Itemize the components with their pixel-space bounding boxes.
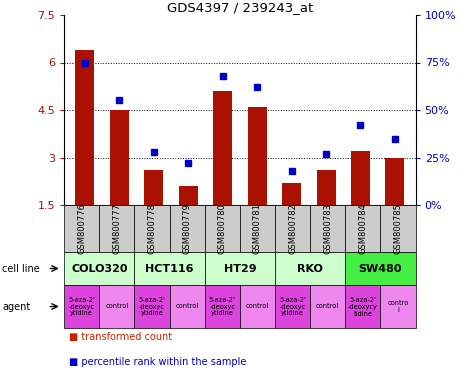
Bar (213, 91, 232, 205)
Text: control: control (316, 303, 339, 310)
Text: control: control (105, 303, 128, 310)
Title: GDS4397 / 239243_at: GDS4397 / 239243_at (167, 1, 313, 14)
Text: HT29: HT29 (224, 263, 256, 273)
Bar (110, 110, 129, 205)
Text: GSM800784: GSM800784 (359, 203, 367, 254)
Bar (316, 170, 335, 205)
Bar (351, 151, 370, 205)
Text: GSM800783: GSM800783 (323, 203, 332, 254)
Text: contro
l: contro l (388, 300, 408, 313)
Bar (179, 186, 198, 205)
Text: RKO: RKO (297, 263, 323, 273)
Bar (144, 170, 163, 205)
Bar (386, 157, 404, 205)
Text: 5-aza-2'
-deoxyc
ytidine: 5-aza-2' -deoxyc ytidine (68, 296, 95, 316)
Text: SW480: SW480 (359, 263, 402, 273)
Text: control: control (246, 303, 269, 310)
Text: agent: agent (2, 301, 30, 311)
Text: ■ transformed count: ■ transformed count (69, 332, 172, 342)
Text: GSM800776: GSM800776 (77, 203, 86, 254)
Text: ■ percentile rank within the sample: ■ percentile rank within the sample (69, 357, 246, 367)
Text: 5-aza-2'
-deoxyc
ytidine: 5-aza-2' -deoxyc ytidine (279, 296, 306, 316)
Text: GSM800781: GSM800781 (253, 203, 262, 254)
Bar (282, 183, 301, 205)
Text: GSM800782: GSM800782 (288, 203, 297, 254)
Text: GSM800778: GSM800778 (148, 203, 156, 254)
Text: 5-aza-2'
-deoxyc
ytidine: 5-aza-2' -deoxyc ytidine (209, 296, 236, 316)
Text: GSM800780: GSM800780 (218, 203, 227, 254)
Text: COLO320: COLO320 (71, 263, 127, 273)
Text: 5-aza-2'
-deoxyc
ytidine: 5-aza-2' -deoxyc ytidine (139, 296, 165, 316)
Text: GSM800785: GSM800785 (394, 203, 402, 254)
Bar (247, 107, 266, 205)
Text: 5-aza-2'
-deoxycy
tidine: 5-aza-2' -deoxycy tidine (348, 296, 378, 316)
Text: control: control (176, 303, 199, 310)
Text: cell line: cell line (2, 263, 40, 273)
Bar (76, 50, 94, 205)
Text: HCT116: HCT116 (145, 263, 194, 273)
Text: GSM800777: GSM800777 (113, 203, 121, 254)
Text: GSM800779: GSM800779 (183, 203, 191, 254)
